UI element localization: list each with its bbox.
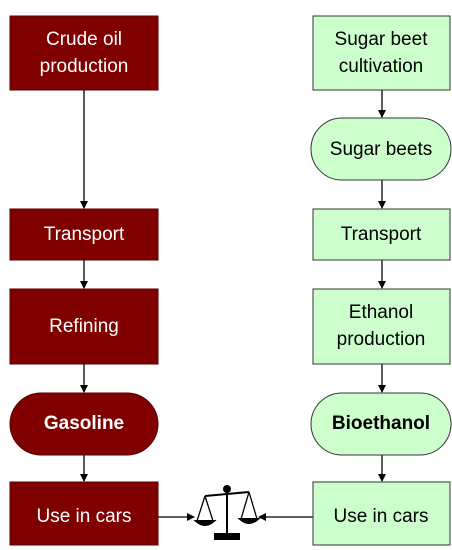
label: Transport (341, 224, 422, 245)
box (312, 208, 451, 261)
box (9, 481, 159, 546)
label: Gasoline (44, 413, 124, 434)
label: Refining (49, 316, 119, 337)
label: Use in cars (333, 506, 428, 527)
box (9, 15, 159, 91)
label: Crude oil (46, 29, 122, 50)
box (312, 15, 451, 91)
label: Sugar beet (335, 29, 429, 50)
scale-icon (193, 485, 261, 540)
box (9, 208, 159, 261)
label: production (337, 329, 426, 350)
label: Ethanol (349, 302, 413, 323)
label: Sugar beets (330, 139, 432, 160)
box (312, 288, 451, 365)
box (312, 481, 451, 546)
label: Transport (44, 224, 125, 245)
pill (310, 117, 452, 181)
box (9, 288, 159, 365)
label: Use in cars (36, 506, 131, 527)
pill (310, 392, 452, 456)
label: cultivation (339, 56, 424, 77)
label: production (40, 56, 129, 77)
pill (9, 392, 159, 456)
label: Bioethanol (332, 413, 430, 434)
arrows (80, 90, 386, 521)
